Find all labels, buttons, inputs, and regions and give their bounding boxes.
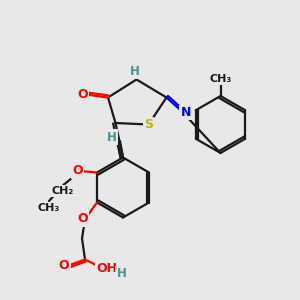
Text: O: O [59,259,69,272]
Text: OH: OH [96,262,117,275]
Text: H: H [105,130,114,143]
Text: N: N [181,106,191,119]
Text: CH₃: CH₃ [38,202,60,213]
Text: O: O [77,88,88,101]
Text: S: S [144,118,153,131]
Text: O: O [72,164,83,178]
Text: H: H [107,131,116,144]
Text: H: H [117,267,127,280]
Text: O: O [77,212,88,226]
Text: CH₃: CH₃ [209,74,232,84]
Text: H: H [130,64,140,78]
Text: CH₂: CH₂ [51,186,74,196]
